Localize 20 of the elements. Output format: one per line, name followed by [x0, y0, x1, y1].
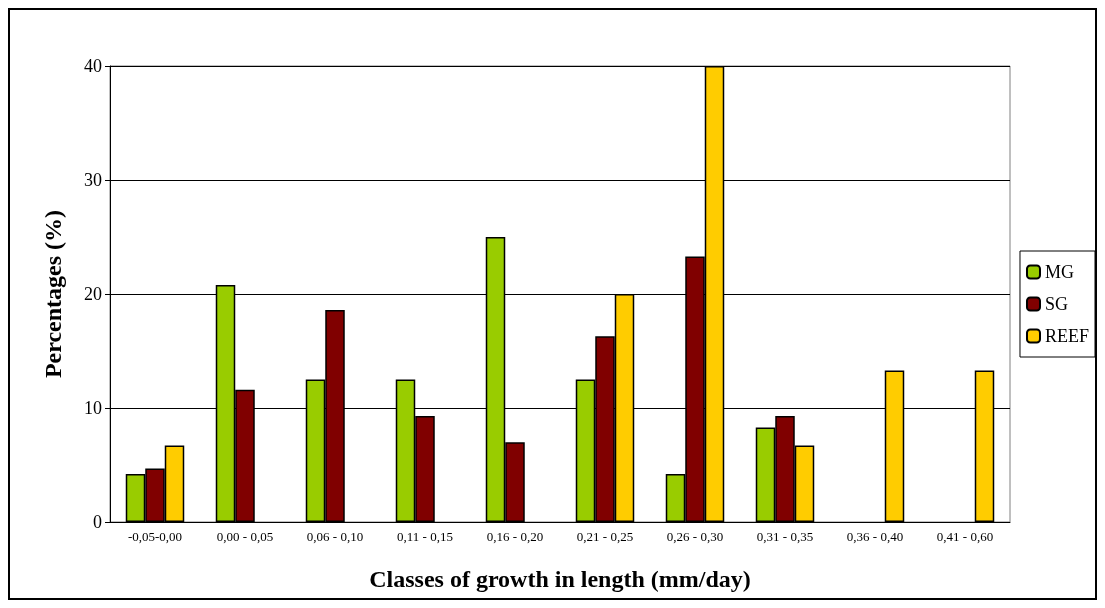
y-tick-label: 10 [84, 398, 102, 418]
x-tick-label: 0,36 - 0,40 [846, 529, 904, 544]
legend-label: MG [1044, 262, 1075, 282]
legend-label: REEF [1044, 326, 1090, 346]
x-axis-title: Classes of growth in length (mm/day) [369, 566, 751, 592]
x-tick-label: 0,31 - 0,35 [756, 529, 814, 544]
x-tick-label: 0,21 - 0,25 [576, 529, 634, 544]
x-tick-label: 0,00 - 0,05 [216, 529, 274, 544]
y-tick-label: 40 [84, 56, 102, 76]
y-axis-title: Percentages (%) [40, 209, 66, 379]
x-tick-label: 0,41 - 0,60 [936, 529, 994, 544]
legend-label: SG [1044, 294, 1069, 314]
y-tick-label: 20 [84, 284, 102, 304]
x-tick-label: -0,05-0,00 [127, 529, 183, 544]
x-tick-label: 0,06 - 0,10 [306, 529, 364, 544]
x-tick-label: 0,11 - 0,15 [397, 529, 453, 544]
x-tick-label: 0,26 - 0,30 [666, 529, 724, 544]
y-tick-label: 30 [84, 170, 102, 190]
y-tick-label: 0 [93, 512, 102, 532]
x-tick-label: 0,16 - 0,20 [486, 529, 544, 544]
